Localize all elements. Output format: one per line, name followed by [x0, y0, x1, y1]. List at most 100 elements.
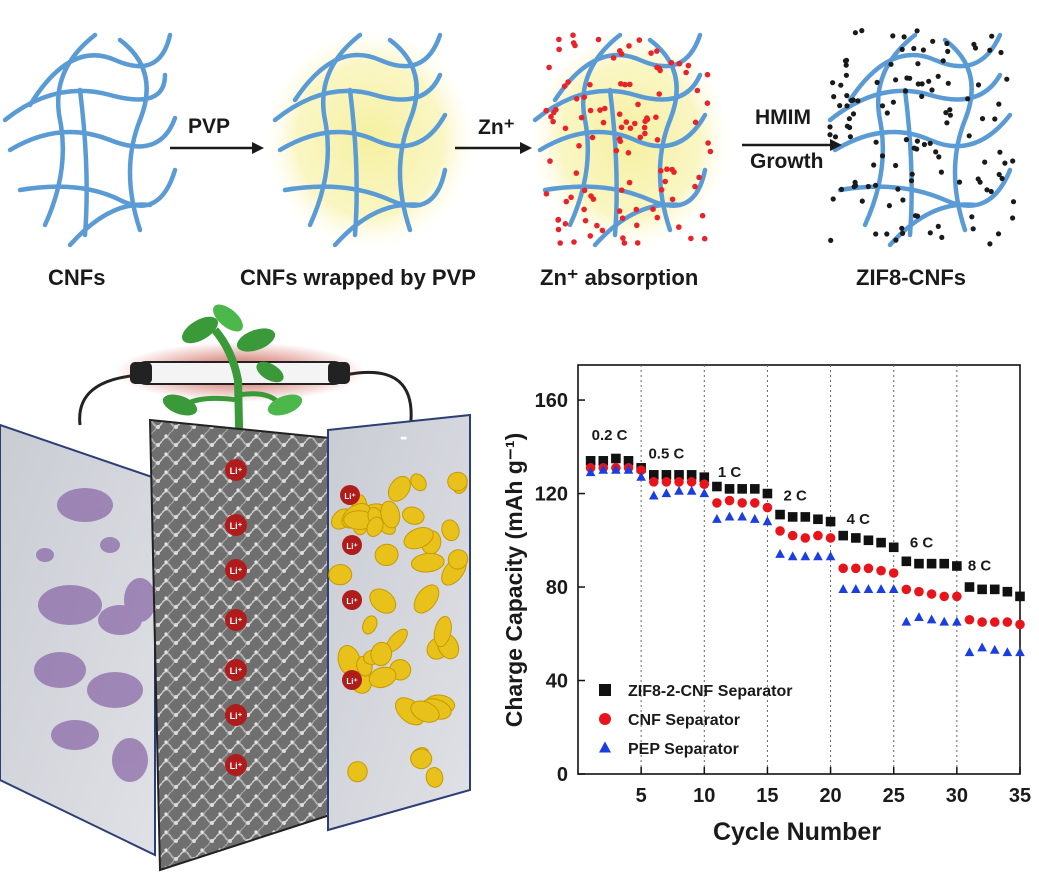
zif8-particle-dot — [915, 81, 921, 87]
zif8-particle-dot — [893, 237, 899, 243]
x-tick-label: 10 — [693, 785, 715, 807]
x-tick-label: 35 — [1009, 785, 1031, 807]
zn-ion-dot — [576, 143, 582, 149]
zn-ion-dot — [656, 91, 662, 97]
arrow-label-zn: Zn⁺ — [478, 116, 515, 139]
data-point — [775, 549, 785, 558]
zn-ion-dot — [555, 226, 562, 233]
zn-ion-dot — [692, 183, 698, 190]
data-point — [1002, 617, 1013, 627]
svg-text:Li⁺: Li⁺ — [230, 761, 243, 771]
data-point — [611, 464, 621, 474]
zif8-particle-dot — [847, 134, 854, 140]
li-ion-column: Li⁺ Li⁺ Li⁺ Li⁺ Li⁺ Li⁺ Li⁺ — [225, 459, 247, 776]
legend-label: ZIF8-2-CNF Separator — [628, 683, 792, 700]
data-point — [926, 589, 937, 599]
data-point — [661, 470, 672, 480]
zn-ion-dot — [550, 118, 556, 125]
data-point — [623, 456, 634, 466]
zif8-particle-dot — [940, 58, 946, 64]
zif8-particle-dot — [969, 214, 975, 220]
zif8-particle-dot — [838, 82, 844, 88]
data-point — [888, 568, 899, 578]
plus-sign: + — [72, 424, 85, 449]
zn-ion-dot — [570, 40, 577, 46]
data-point — [914, 612, 924, 622]
data-point — [964, 582, 975, 592]
zif8-particle-dot — [939, 234, 945, 240]
anode-particle — [347, 761, 368, 783]
zif8-particle-dot — [888, 61, 894, 67]
anode-particle — [403, 527, 434, 550]
data-point — [611, 453, 621, 464]
zn-ion-dot — [581, 94, 587, 100]
zif8-fiber-network — [827, 28, 1017, 248]
zif8-particle-dot — [944, 120, 950, 126]
zn-ion-dot — [696, 174, 702, 181]
zn-ion-dot — [555, 217, 561, 223]
zif8-particle-dot — [884, 231, 890, 237]
axis-ticks: 5 10 15 20 25 30 35 0 40 80 120 160 — [535, 390, 1032, 807]
zn-ion-dot — [543, 191, 550, 197]
zn-ion-dot — [618, 187, 625, 193]
zn-ion-dot — [617, 48, 623, 54]
anode-panel: Li⁺ Li⁺ Li⁺ Li⁺ - — [327, 413, 471, 832]
zif8-particle-dot — [908, 178, 915, 184]
minus-sign: - — [400, 424, 407, 449]
zn-ion-dot — [685, 62, 692, 69]
zn-ion-dot — [573, 170, 580, 176]
anode-particle — [441, 519, 460, 542]
zn-ion-dot — [568, 194, 574, 201]
data-point — [825, 533, 836, 543]
zif8-particle-dot — [920, 47, 927, 53]
zif8-particle-dot — [996, 101, 1002, 107]
anode-particle — [447, 549, 469, 570]
zn-ion-dot — [616, 136, 623, 142]
zif8-particle-dot — [855, 98, 861, 104]
zif8-particle-dot — [874, 79, 880, 85]
zif8-particle-dot — [846, 116, 853, 122]
rate-label: 0.2 C — [592, 427, 628, 444]
zif8-particle-dot — [929, 87, 935, 93]
data-point — [787, 530, 798, 541]
zn-ion-dot — [561, 83, 568, 89]
zn-ion-dot — [571, 239, 577, 245]
data-point — [686, 485, 697, 495]
zif8-particle-dot — [843, 72, 850, 78]
data-point — [851, 533, 861, 543]
data-point — [800, 533, 811, 543]
x-tick-label: 15 — [756, 785, 778, 807]
zn-ion-dot — [613, 147, 620, 154]
data-point — [825, 551, 836, 561]
data-point — [585, 456, 596, 466]
zn-ion-dot — [692, 119, 699, 126]
plant-icon — [162, 304, 303, 471]
li-ion-icon: Li⁺ — [342, 670, 362, 690]
zif8-particle-dot — [890, 33, 896, 39]
zif8-particle-dot — [930, 38, 936, 44]
zn-ion-dot — [662, 178, 668, 185]
data-point — [775, 509, 785, 520]
legend-label: CNF Separator — [628, 712, 740, 729]
zn-ion-dot — [654, 137, 661, 143]
data-point — [977, 617, 987, 627]
data-point — [750, 513, 760, 523]
svg-text:Li⁺: Li⁺ — [230, 666, 243, 676]
data-point — [901, 584, 912, 595]
zn-ion-dot — [587, 107, 594, 114]
zif8-particle-dot — [914, 138, 921, 144]
zn-ion-dot — [563, 198, 570, 205]
y-tick-label: 120 — [535, 484, 568, 506]
data-point — [648, 470, 659, 480]
li-ion-icon: Li⁺ — [225, 514, 247, 536]
zif8-particle-dot — [903, 137, 910, 143]
data-point — [914, 586, 924, 597]
zn-ion-dot — [704, 100, 711, 106]
zn-ion-dot — [551, 109, 557, 116]
arrow-pvp — [170, 142, 264, 154]
rate-label: 0.5 C — [648, 445, 684, 462]
data-point — [724, 495, 735, 506]
zn-ion-dot — [616, 208, 623, 214]
zn-ion-dot — [658, 187, 665, 193]
data-point — [762, 502, 773, 513]
